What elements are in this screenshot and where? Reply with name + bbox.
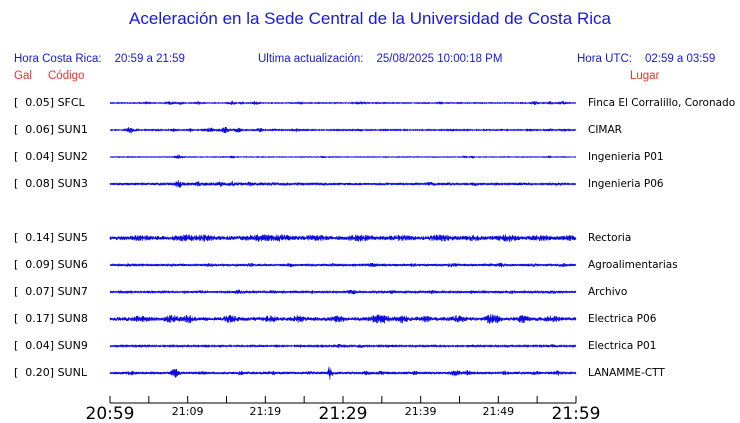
station-place-SUN2: Ingenieria P01 <box>588 151 664 163</box>
hora-costa-rica: Hora Costa Rica: 20:59 a 21:59 <box>14 53 185 65</box>
time-tick-label-2159: 21:59 <box>551 404 601 423</box>
station-gal-code-SUN2: [ 0.04] SUN2 <box>14 150 88 163</box>
station-gal-code-SUN9: [ 0.04] SUN9 <box>14 339 88 352</box>
time-tick-label-2119: 21:19 <box>249 405 282 418</box>
station-place-SUN5: Rectoria <box>588 232 632 244</box>
station-place-SUN6: Agroalimentarias <box>588 259 678 271</box>
column-header-lugar: Lugar <box>630 70 660 82</box>
time-tick-label-2109: 21:09 <box>171 405 204 418</box>
trace-SUN1 <box>109 126 577 134</box>
last-update-label: Ultima actualización: <box>258 53 364 65</box>
time-tick-label-2059: 20:59 <box>85 404 135 423</box>
hora-utc-value: 02:59 a 03:59 <box>644 53 716 65</box>
station-gal-code-SUN6: [ 0.09] SUN6 <box>14 258 88 271</box>
time-tick-label-2149: 21:49 <box>482 405 515 418</box>
station-gal-code-SUN3: [ 0.08] SUN3 <box>14 177 88 190</box>
column-header-gal: Gal <box>14 70 32 82</box>
trace-SUN5 <box>109 234 577 243</box>
trace-SUN3 <box>109 180 577 188</box>
trace-SUN2 <box>109 154 577 160</box>
time-tick-label-2139: 21:39 <box>404 405 437 418</box>
trace-SUN7 <box>109 289 577 295</box>
station-place-SUNL: LANAMME-CTT <box>588 367 665 379</box>
station-gal-code-SUN1: [ 0.06] SUN1 <box>14 123 88 136</box>
station-gal-code-SFCL: [ 0.05] SFCL <box>14 96 85 109</box>
trace-SUN9 <box>109 343 577 349</box>
last-update-value: 25/08/2025 10:00:18 PM <box>376 53 503 65</box>
station-place-SUN8: Electrica P06 <box>588 313 657 325</box>
hora-costa-rica-label: Hora Costa Rica: <box>14 53 102 65</box>
station-place-SUN7: Archivo <box>588 286 628 298</box>
station-place-SUN9: Electrica P01 <box>588 340 657 352</box>
trace-SUN8 <box>109 314 577 324</box>
station-place-SUN3: Ingenieria P06 <box>588 178 664 190</box>
hora-costa-rica-value: 20:59 a 21:59 <box>114 53 185 65</box>
station-gal-code-SUN5: [ 0.14] SUN5 <box>14 231 88 244</box>
trace-SFCL <box>109 100 577 106</box>
station-place-SUN1: CIMAR <box>588 124 622 136</box>
station-place-SFCL: Finca El Corralillo, Coronado <box>588 97 736 109</box>
trace-SUNL <box>109 366 577 380</box>
time-tick-label-2129: 21:29 <box>318 404 368 423</box>
last-update: Ultima actualización: 25/08/2025 10:00:18… <box>258 53 502 65</box>
trace-SUN6 <box>109 262 577 268</box>
hora-utc: Hora UTC: 02:59 a 03:59 <box>577 53 715 65</box>
station-gal-code-SUN7: [ 0.07] SUN7 <box>14 285 88 298</box>
page-title: Aceleración en la Sede Central de la Uni… <box>129 9 611 28</box>
station-gal-code-SUN8: [ 0.17] SUN8 <box>14 312 88 325</box>
station-gal-code-SUNL: [ 0.20] SUNL <box>14 366 87 379</box>
hora-utc-label: Hora UTC: <box>577 53 632 65</box>
column-header-codigo: Código <box>48 70 85 82</box>
